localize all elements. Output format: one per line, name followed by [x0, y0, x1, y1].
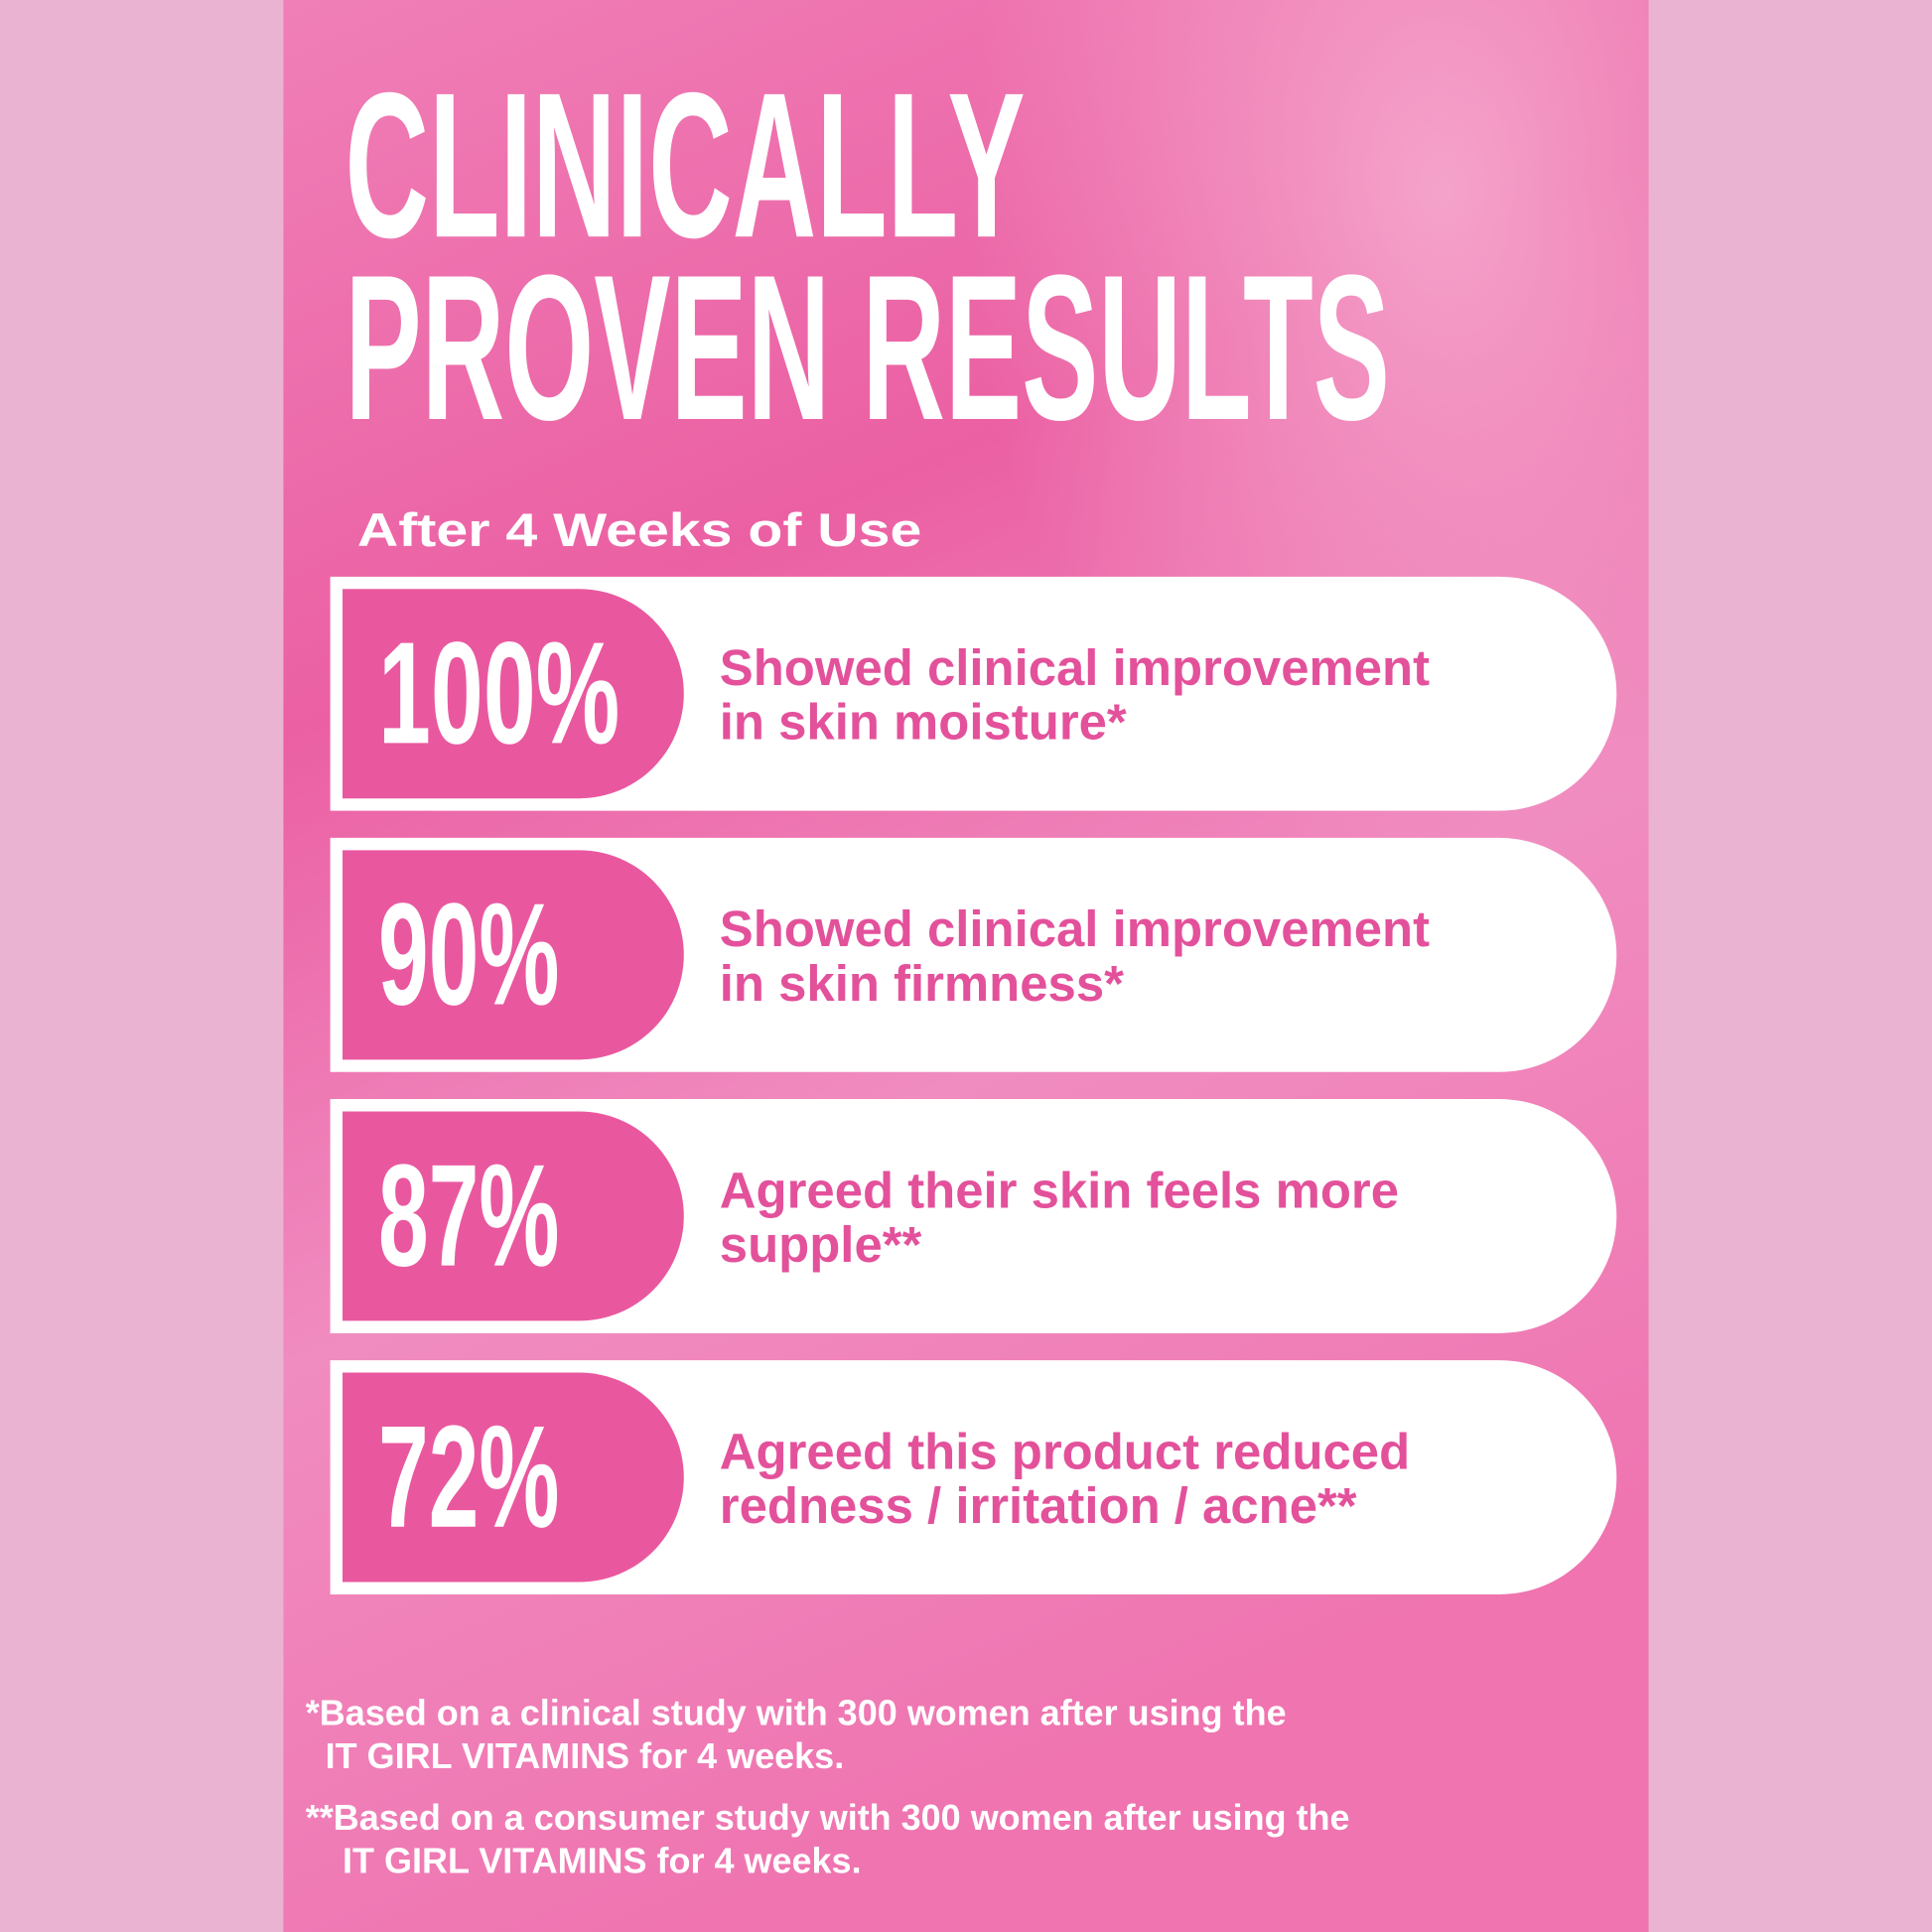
footnote-line: IT GIRL VITAMINS for 4 weeks. — [326, 1735, 845, 1776]
stat-tab — [343, 589, 684, 799]
stat-tab — [343, 1372, 684, 1583]
stat-tab — [343, 1111, 684, 1321]
stat-value: 90% — [378, 873, 559, 1035]
footnote-line: *Based on a clinical study with 300 wome… — [306, 1693, 1287, 1733]
stat-description: in skin moisture* — [720, 694, 1127, 751]
stat-description: in skin firmness* — [720, 955, 1124, 1012]
title-line: PROVEN RESULTS — [345, 232, 1390, 464]
stat-description: supple** — [720, 1216, 922, 1273]
stat-description: Showed clinical improvement — [720, 639, 1430, 696]
stat-value: 72% — [378, 1396, 559, 1559]
title-line: CLINICALLY — [345, 50, 1026, 281]
stat-description: Showed clinical improvement — [720, 900, 1430, 957]
footnote-line: **Based on a consumer study with 300 wom… — [306, 1797, 1350, 1838]
stat-value: 87% — [378, 1135, 559, 1298]
stat-value: 100% — [378, 612, 620, 774]
stat-description: Agreed their skin feels more — [720, 1162, 1399, 1218]
footnote-line: IT GIRL VITAMINS for 4 weeks. — [343, 1840, 862, 1880]
stat-description: redness / irritation / acne** — [720, 1477, 1357, 1534]
stat-description: Agreed this product reduced — [720, 1423, 1410, 1479]
subtitle: After 4 Weeks of Use — [357, 503, 921, 556]
footnotes: *Based on a clinical study with 300 wome… — [306, 1693, 1350, 1881]
stat-tab — [343, 850, 684, 1060]
